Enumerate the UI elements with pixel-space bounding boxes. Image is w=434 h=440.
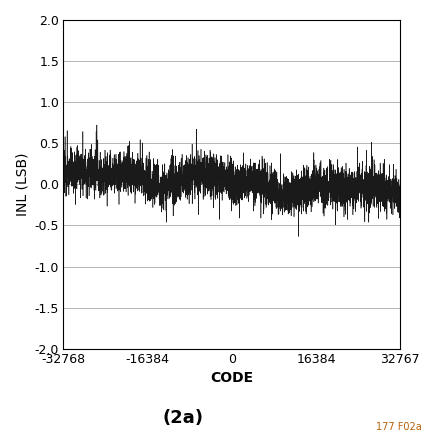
Text: 177 F02a: 177 F02a	[375, 422, 421, 432]
Y-axis label: INL (LSB): INL (LSB)	[15, 153, 29, 216]
X-axis label: CODE: CODE	[210, 371, 253, 385]
Text: (2a): (2a)	[162, 409, 203, 427]
